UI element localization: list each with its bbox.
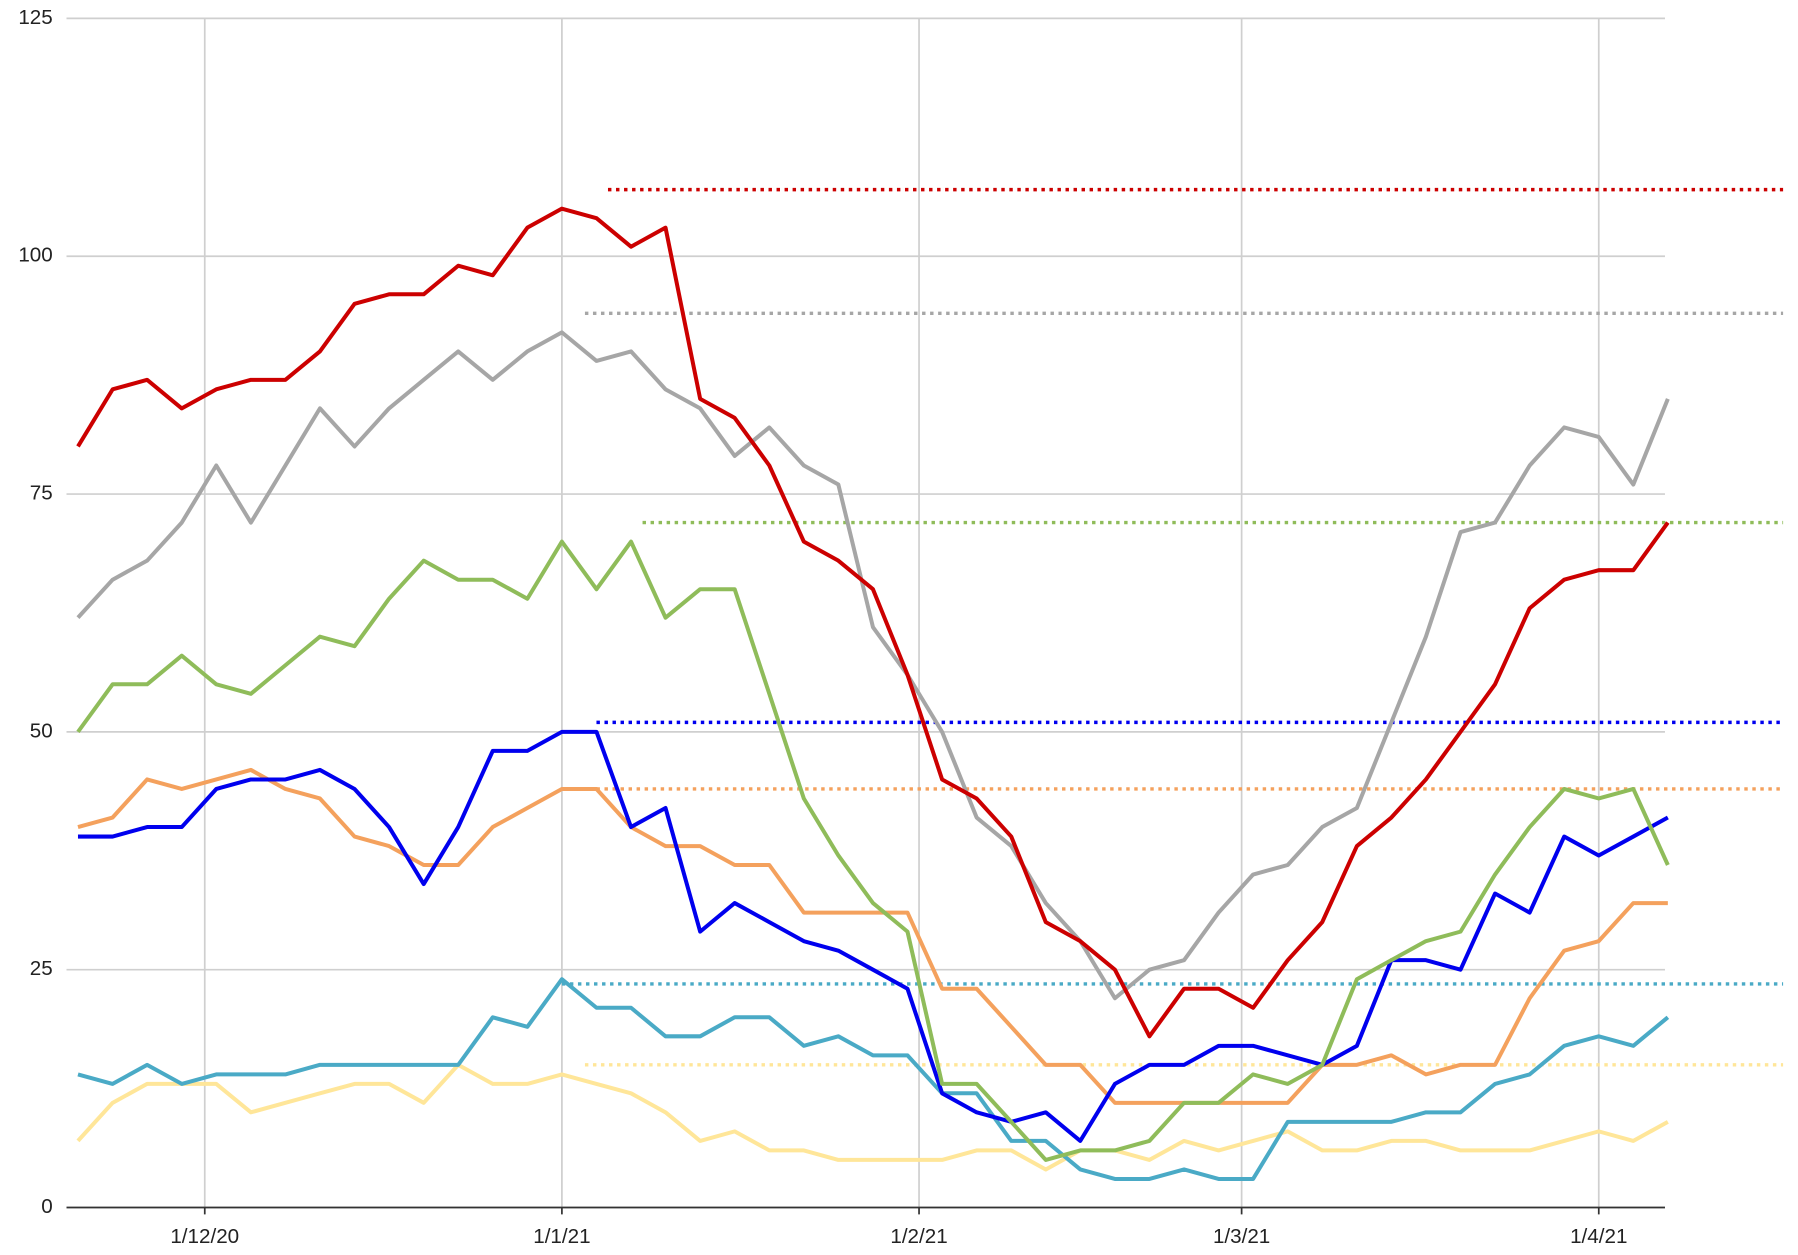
series-line [77, 729, 1669, 1143]
y-tick-label: 100 [18, 244, 52, 267]
series-line [76, 206, 1670, 1039]
y-tick-label: 25 [30, 957, 53, 980]
y-tick-label: 50 [30, 719, 53, 742]
x-tick-label: 1/2/21 [890, 1225, 947, 1248]
series-line [76, 1062, 1669, 1172]
series-line [77, 767, 1668, 1105]
x-tick-label: 1/3/21 [1213, 1225, 1270, 1248]
x-tick-label: 1/4/21 [1570, 1225, 1627, 1248]
y-tick-label: 0 [41, 1195, 52, 1218]
x-tick-label: 1/1/21 [533, 1225, 590, 1248]
x-tick-label: 1/12/20 [170, 1225, 239, 1248]
series-line [76, 539, 1670, 1162]
series-line [77, 977, 1670, 1181]
y-tick-label: 75 [30, 482, 53, 505]
series-line [76, 330, 1670, 1001]
y-tick-label: 125 [18, 6, 52, 29]
